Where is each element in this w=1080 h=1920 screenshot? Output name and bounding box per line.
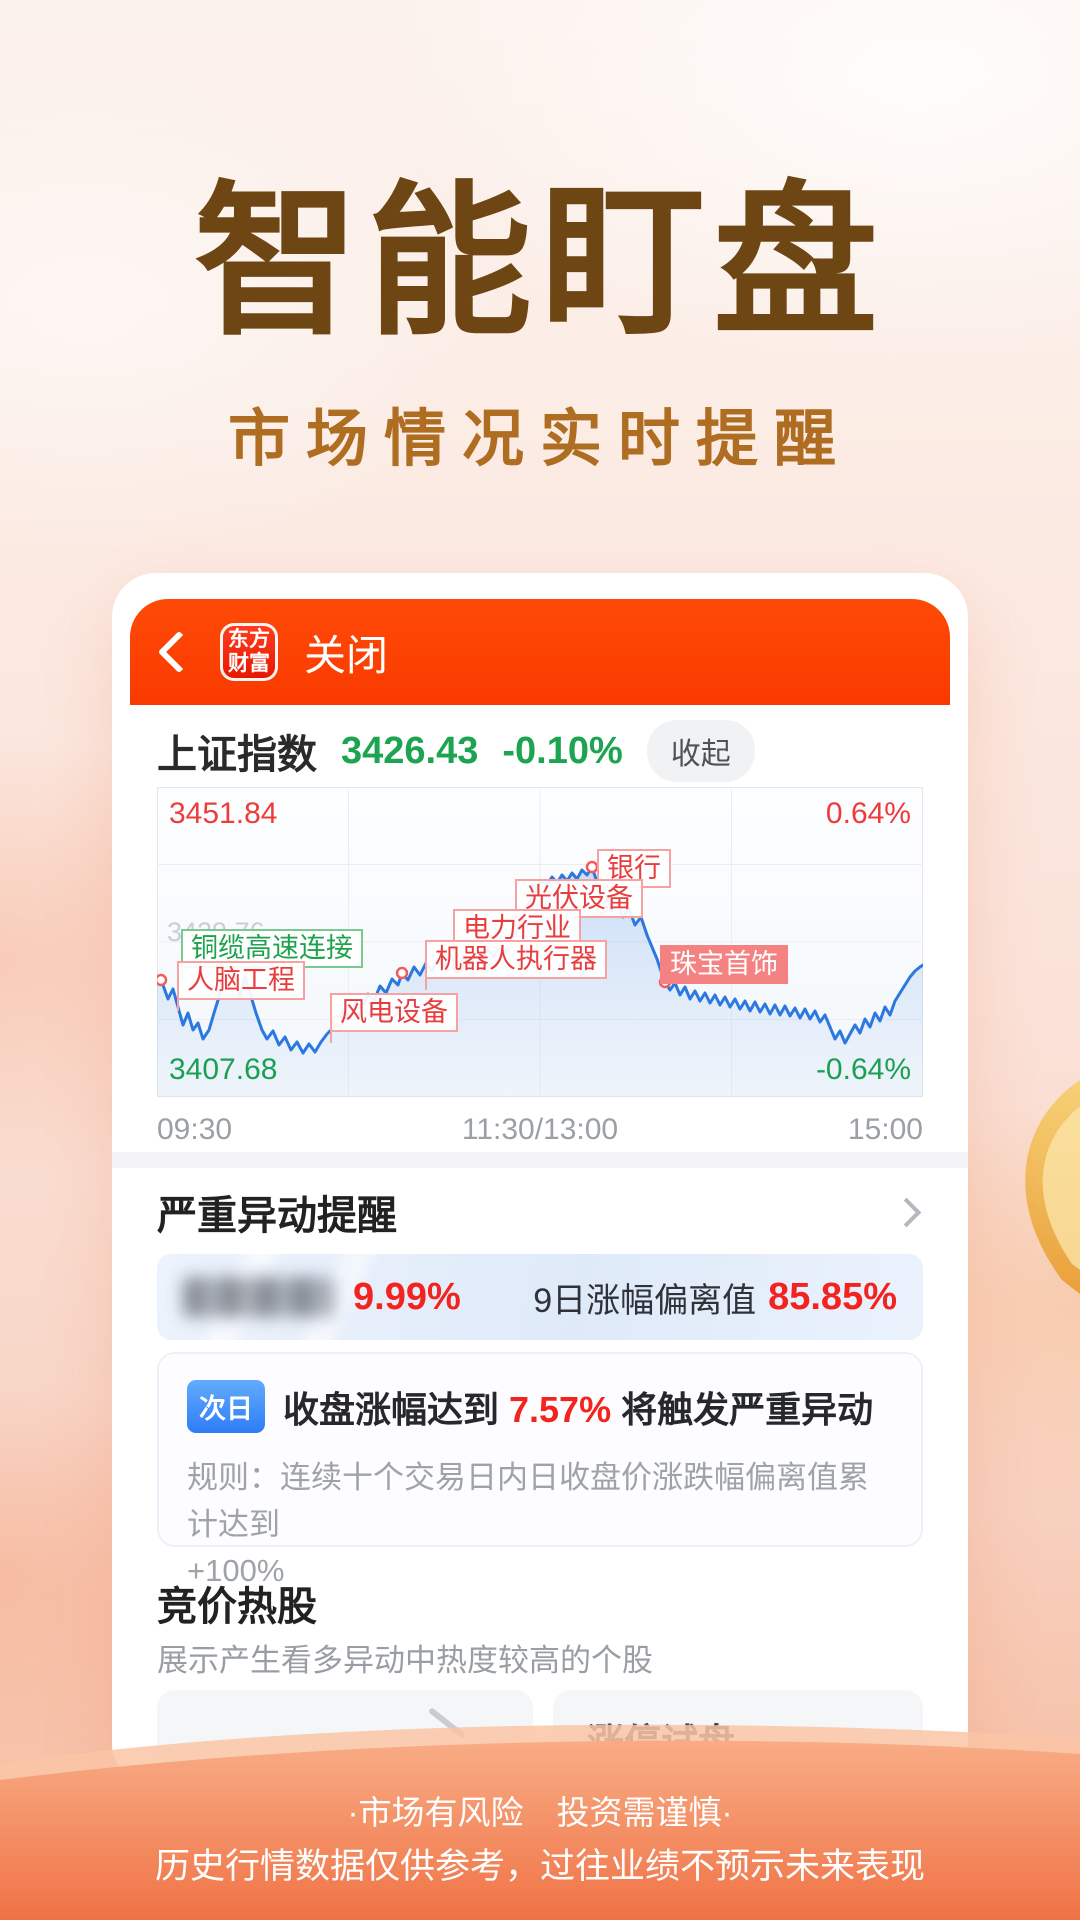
- chart-low-pct: -0.64%: [815, 1053, 911, 1086]
- rule-description-line2: +100%: [187, 1553, 285, 1588]
- auction-section-subtitle: 展示产生看多异动中热度较高的个股: [157, 1643, 653, 1678]
- index-summary-row: 上证指数 3426.43 -0.10% 收起: [157, 719, 923, 783]
- sector-tag-brain-engineering: 人脑工程: [177, 961, 305, 1011]
- index-intraday-chart: 3451.84 0.64% 3407.68 -0.64% 3429.76 银行 …: [157, 787, 923, 1097]
- logo-line1: 东方: [228, 628, 270, 652]
- rule-description-line1: 规则：连续十个交易日内日收盘价涨跌幅偏离值累计达到: [187, 1460, 869, 1542]
- alert-stock-row[interactable]: 9.99% 9日涨幅偏离值 85.85%: [157, 1254, 923, 1340]
- time-close: 15:00: [847, 1113, 923, 1146]
- close-button[interactable]: 关闭: [304, 631, 389, 679]
- sector-tag-jewelry: 珠宝首饰: [660, 945, 788, 984]
- alert-section-header: 严重异动提醒: [157, 1183, 923, 1241]
- rule-description: 规则：连续十个交易日内日收盘价涨跌幅偏离值累计达到 +100%: [187, 1455, 893, 1595]
- time-open: 09:30: [157, 1113, 233, 1146]
- deviation-label: 9日涨幅偏离值: [533, 1281, 757, 1320]
- trigger-rule-text: 收盘涨幅达到 7.57% 将触发严重异动: [283, 1381, 873, 1433]
- time-midday: 11:30/13:00: [461, 1113, 619, 1146]
- rule-text-before: 收盘涨幅达到: [283, 1388, 510, 1430]
- back-icon[interactable]: [157, 630, 201, 674]
- next-day-badge: 次日: [187, 1380, 265, 1433]
- sector-tag-wind-power: 风电设备: [330, 993, 458, 1043]
- alert-section-title: 严重异动提醒: [157, 1194, 397, 1238]
- app-header: 东方 财富 关闭: [130, 599, 950, 705]
- sector-tag-robot-actuator: 机器人执行器: [425, 940, 607, 990]
- disclaimer-line1: ·市场有风险 投资需谨慎·: [347, 1794, 733, 1831]
- footer-wave: [0, 1724, 1080, 1920]
- chart-high-value: 3451.84: [169, 797, 278, 830]
- trigger-rule-row: 次日 收盘涨幅达到 7.57% 将触发严重异动: [187, 1380, 893, 1433]
- deviation-group: 9日涨幅偏离值 85.85%: [533, 1273, 897, 1322]
- index-change: -0.10%: [502, 729, 623, 772]
- chart-time-axis: 09:30 11:30/13:00 15:00: [157, 1113, 923, 1147]
- rule-trigger-pct: 7.57%: [509, 1388, 612, 1430]
- collapse-button[interactable]: 收起: [646, 720, 755, 782]
- trigger-rule-card: 次日 收盘涨幅达到 7.57% 将触发严重异动 规则：连续十个交易日内日收盘价涨…: [157, 1352, 923, 1588]
- chevron-right-icon[interactable]: [891, 1197, 922, 1227]
- hero-subtitle: 市场情况实时提醒: [227, 405, 852, 474]
- footer-disclaimer: ·市场有风险 投资需谨慎· 历史行情数据仅供参考，过往业绩不预示未来表现: [0, 1700, 1080, 1920]
- rule-text-after: 将触发严重异动: [611, 1388, 874, 1430]
- disclaimer-line2: 历史行情数据仅供参考，过往业绩不预示未来表现: [154, 1847, 925, 1886]
- auction-section-title: 竞价热股: [157, 1585, 317, 1629]
- logo-line2: 财富: [228, 652, 270, 675]
- app-preview-card: 东方 财富 关闭 上证指数 3426.43 -0.10% 收起: [112, 573, 968, 1788]
- section-divider: [112, 1152, 968, 1168]
- auction-section-header: 竞价热股: [157, 1575, 923, 1631]
- eastmoney-logo: 东方 财富: [220, 623, 278, 681]
- alert-stock-change: 9.99%: [353, 1275, 461, 1318]
- hero-title: 智能盯盘: [194, 170, 886, 354]
- blurred-stock-name: [183, 1277, 333, 1317]
- gold-swirl-decoration: [1025, 1080, 1080, 1294]
- chart-low-value: 3407.68: [169, 1053, 278, 1086]
- index-name: 上证指数: [157, 733, 317, 777]
- chart-high-pct: 0.64%: [825, 797, 911, 830]
- index-value: 3426.43: [341, 729, 479, 772]
- deviation-value: 85.85%: [768, 1275, 897, 1318]
